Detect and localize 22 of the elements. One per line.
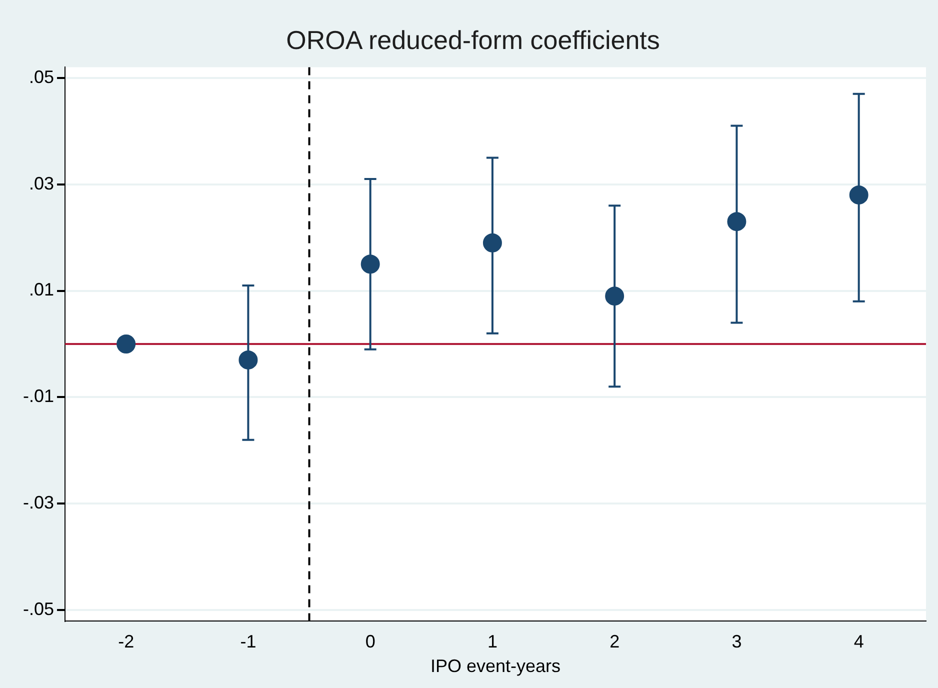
y-tick-label: .03 — [28, 173, 54, 194]
point — [727, 212, 746, 232]
x-tick-label: 2 — [610, 632, 620, 652]
x-tick-label: 3 — [732, 632, 742, 652]
x-tick-label: 0 — [365, 632, 376, 652]
point — [360, 254, 380, 274]
y-tick-label: .01 — [28, 280, 54, 300]
x-tick-label: 1 — [487, 632, 498, 652]
chart-title: OROA reduced-form coefficients — [286, 24, 660, 55]
y-tick-label: .05 — [28, 66, 54, 87]
x-axis-title: IPO event-years — [430, 656, 561, 676]
y-tick-label: -.01 — [22, 386, 54, 406]
x-tick-label: -2 — [118, 632, 134, 652]
point — [116, 334, 136, 354]
point — [238, 350, 258, 370]
y-tick-label: -.03 — [22, 492, 54, 513]
point — [482, 233, 502, 252]
y-tick-label: -.05 — [22, 599, 54, 620]
point — [605, 286, 624, 306]
point — [849, 185, 868, 204]
x-tick-label: 4 — [854, 632, 864, 652]
x-tick-label: -1 — [240, 632, 256, 652]
